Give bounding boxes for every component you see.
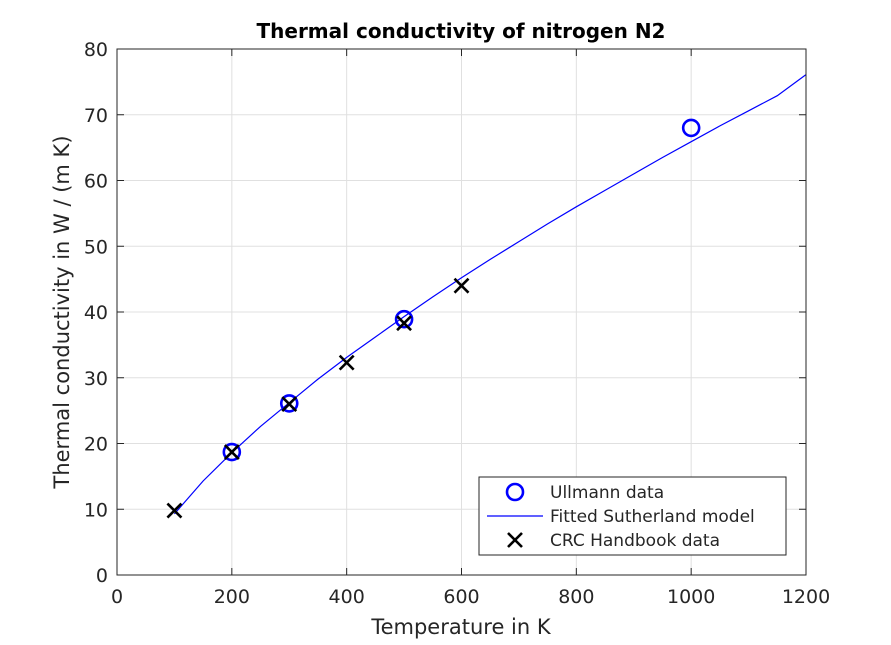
crc-data-point [453, 277, 470, 294]
legend-entry-label: Fitted Sutherland model [550, 507, 755, 527]
y-tick-label: 30 [84, 368, 108, 390]
crc-data-point [338, 354, 355, 371]
legend-entry-label: CRC Handbook data [550, 531, 720, 551]
crc-data-point [396, 315, 413, 332]
x-tick-label: 1000 [667, 586, 715, 608]
crc-data-point [281, 396, 298, 412]
series-lines [173, 74, 807, 515]
crc-data-point-stroke-b [166, 502, 183, 519]
legend: Ullmann data Fitted Sutherland model CRC H… [478, 476, 787, 556]
x-tick-label: 0 [111, 586, 123, 608]
ullmann-data-point [222, 442, 242, 462]
y-tick-label: 20 [84, 434, 108, 456]
y-tick-label: 50 [84, 236, 108, 258]
y-tick-label: 70 [84, 105, 108, 127]
x-tick-label: 800 [558, 586, 594, 608]
legend-marker-swatch [507, 532, 523, 548]
crc-data-point-stroke-b [453, 277, 470, 294]
y-tick-label: 60 [84, 171, 108, 193]
crc-data-point-stroke-b [338, 354, 355, 371]
ullmann-data-point [681, 118, 701, 138]
legend-entry-label: Ullmann data [550, 483, 664, 503]
x-tick-label: 200 [214, 586, 250, 608]
crc-data-point-stroke-b [223, 444, 240, 460]
legend-marker-swatch [505, 482, 525, 502]
ullmann-data-point [394, 309, 414, 329]
crc-data-point-stroke-b [281, 396, 298, 412]
x-tick-label: 1200 [782, 586, 830, 608]
x-tick-label: 400 [329, 586, 365, 608]
legend-marker-swatch-stroke-b [507, 532, 523, 548]
axis-ticks: 0 200 400 600 800 1000 1200 0 10 20 30 40 50 60 70 80 [84, 39, 830, 608]
series-markers [166, 118, 701, 519]
y-tick-label: 40 [84, 302, 108, 324]
sutherland-fit-line [173, 74, 807, 515]
y-axis-label: Thermal conductivity in W / (m K) [50, 135, 74, 489]
ullmann-data-point [279, 394, 299, 413]
crc-data-point [166, 502, 183, 519]
crc-data-point [223, 444, 240, 460]
x-axis-label: Temperature in K [370, 615, 552, 639]
y-tick-label: 10 [84, 499, 108, 521]
chart-title: Thermal conductivity of nitrogen N2 [257, 19, 666, 43]
y-tick-label: 80 [84, 39, 108, 61]
x-tick-label: 600 [443, 586, 479, 608]
y-tick-label: 0 [96, 565, 108, 587]
crc-data-point-stroke-b [396, 315, 413, 332]
